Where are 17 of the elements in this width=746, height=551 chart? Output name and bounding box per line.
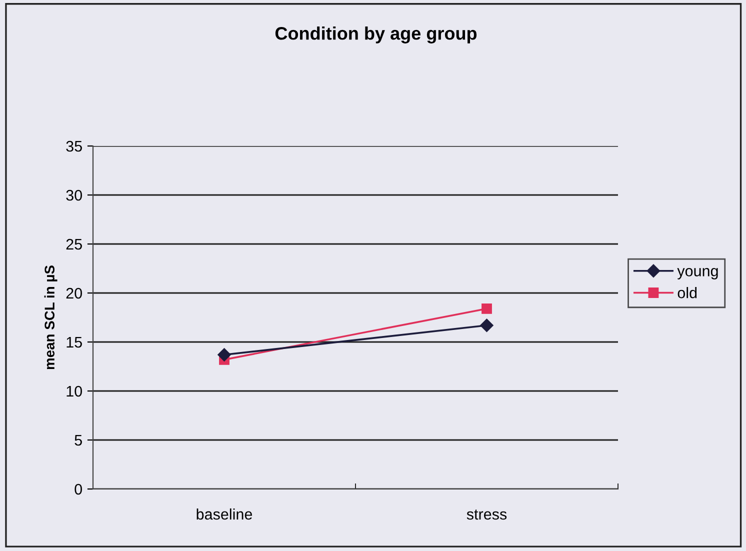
- chart-title: Condition by age group: [275, 26, 477, 44]
- y-axis-title: mean SCL in µS: [44, 266, 58, 370]
- x-tick-label: stress: [466, 510, 507, 520]
- y-tick-label: 25: [66, 238, 82, 250]
- y-tick-label: 35: [66, 140, 82, 152]
- point: [480, 318, 494, 332]
- legend-label: young: [677, 268, 718, 280]
- y-tick-label: 0: [74, 484, 82, 495]
- y-tick-label: 30: [66, 190, 82, 201]
- x-tick-label: baseline: [196, 508, 252, 520]
- y-tick-label: 15: [66, 337, 82, 348]
- point: [218, 348, 231, 362]
- legend-label: old: [678, 287, 697, 298]
- y-tick-label: 10: [66, 386, 82, 397]
- y-tick-label: 5: [74, 435, 82, 446]
- y-tick-label: 20: [66, 288, 82, 299]
- point: [482, 303, 492, 314]
